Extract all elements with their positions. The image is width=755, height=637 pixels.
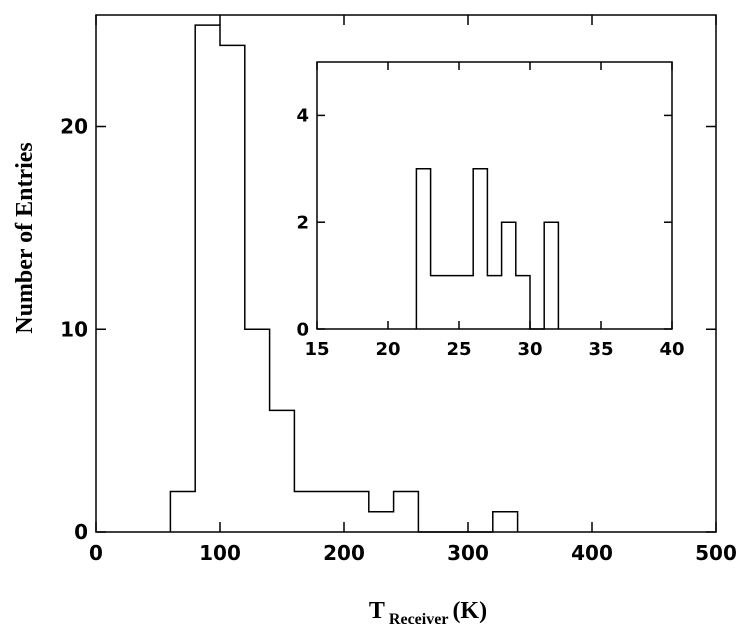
x-axis-label: T Receiver (K) [369, 598, 487, 628]
main-histogram-outline [169, 24, 519, 533]
main-x-tick-label: 200 [323, 541, 365, 565]
inset-histogram-outline [415, 168, 560, 330]
main-y-tick-label: 20 [60, 115, 88, 139]
inset-x-tick-label: 40 [659, 339, 684, 360]
inset-tick-labels: 15 20 25 30 35 40 0 2 4 [296, 106, 684, 360]
inset-x-tick-label: 25 [446, 339, 471, 360]
inset-y-tick-label: 0 [296, 319, 309, 340]
inset-x-tick-label: 20 [375, 339, 400, 360]
main-plot-frame [95, 14, 717, 533]
main-x-tick-label: 300 [447, 541, 489, 565]
main-x-tick-label: 100 [199, 541, 241, 565]
inset-x-tick-label: 15 [304, 339, 329, 360]
y-axis-label: Number of Entries [12, 142, 38, 334]
x-axis-label-subscript: Receiver [389, 611, 449, 628]
main-y-tick-label: 10 [60, 317, 88, 341]
x-axis-label-unit: (K) [452, 598, 487, 624]
inset-ticks [316, 62, 673, 330]
inset-x-tick-label: 30 [517, 339, 542, 360]
main-y-tick-label: 0 [74, 520, 88, 544]
main-ticks [95, 15, 717, 533]
x-axis-label-main: T [369, 598, 385, 624]
main-x-tick-label: 0 [89, 541, 103, 565]
inset-y-tick-label: 2 [296, 213, 309, 234]
inset-y-tick-label: 4 [296, 106, 309, 127]
inset-plot-frame [316, 61, 673, 330]
main-x-tick-label: 400 [571, 541, 613, 565]
inset-x-tick-label: 35 [588, 339, 613, 360]
main-x-tick-label: 500 [695, 541, 737, 565]
